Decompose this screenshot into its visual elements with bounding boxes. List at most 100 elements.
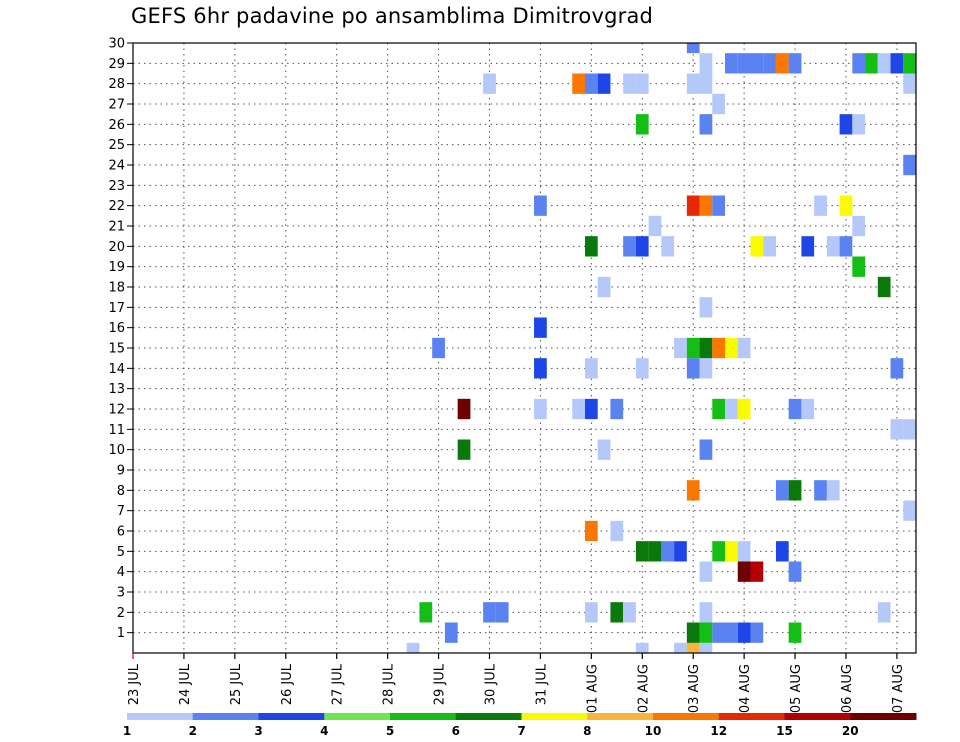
data-cell	[877, 602, 891, 623]
legend-swatch	[390, 713, 457, 720]
data-cell	[635, 358, 649, 379]
data-cell	[623, 73, 636, 94]
data-cell	[750, 561, 764, 582]
data-cell	[801, 236, 815, 257]
data-cell	[419, 602, 433, 623]
legend-label: 12	[710, 724, 727, 738]
legend-swatch	[127, 713, 194, 720]
legend-swatch	[192, 713, 259, 720]
data-cell	[699, 73, 713, 94]
data-cell	[572, 73, 585, 94]
data-cell	[610, 520, 624, 542]
data-cell	[674, 337, 687, 359]
data-cell	[534, 398, 547, 420]
data-cell	[457, 398, 471, 420]
y-tick-label: 24	[108, 159, 125, 174]
data-cell	[686, 195, 700, 216]
legend-swatch	[455, 713, 522, 720]
data-cell	[534, 195, 547, 216]
data-cell	[686, 642, 700, 653]
legend-swatch	[718, 713, 785, 720]
x-tick-label: 23 JUL	[127, 663, 142, 705]
data-cell	[584, 358, 598, 379]
data-cell	[737, 337, 751, 359]
y-tick-label: 5	[117, 545, 125, 560]
data-cell	[686, 43, 700, 54]
data-cell	[725, 541, 738, 562]
data-cell	[750, 236, 764, 257]
y-tick-label: 28	[108, 77, 125, 92]
data-cell	[737, 541, 751, 562]
data-cell	[699, 561, 713, 582]
y-tick-label: 18	[108, 281, 125, 296]
legend-label: 1	[123, 724, 131, 738]
y-tick-label: 13	[108, 382, 125, 397]
legend-label: 10	[645, 724, 662, 738]
x-tick-label: 24 JUL	[178, 663, 193, 705]
x-tick-label: 30 JUL	[483, 663, 498, 705]
data-cell	[775, 53, 789, 74]
data-cell	[839, 195, 853, 216]
data-cell	[801, 398, 815, 420]
x-tick-label: 28 JUL	[382, 663, 397, 705]
y-tick-label: 15	[108, 342, 125, 357]
x-tick-label: 06 AUG	[840, 664, 855, 713]
data-cell	[623, 236, 636, 257]
data-cell	[534, 358, 547, 379]
data-cell	[635, 541, 649, 562]
data-cell	[457, 439, 471, 460]
data-cell	[712, 93, 726, 115]
data-cell	[584, 73, 598, 94]
legend-swatch	[521, 713, 588, 720]
y-tick-label: 1	[117, 626, 125, 641]
chart-title: GEFS 6hr padavine po ansamblima Dimitrov…	[131, 4, 654, 28]
data-cell	[712, 398, 726, 420]
data-cell	[699, 642, 713, 653]
data-cell	[788, 53, 802, 74]
data-cell	[635, 73, 649, 94]
y-tick-label: 21	[108, 220, 125, 235]
data-cell	[406, 642, 420, 653]
data-cell	[788, 398, 802, 420]
data-cell	[890, 419, 904, 440]
data-cell	[725, 622, 738, 643]
x-tick-label: 29 JUL	[433, 663, 448, 705]
data-cell	[674, 642, 687, 653]
data-cell	[877, 276, 891, 298]
data-cell	[814, 195, 827, 216]
data-cell	[635, 642, 649, 653]
data-cell	[495, 602, 509, 623]
data-cell	[775, 541, 789, 562]
y-tick-label: 29	[108, 57, 125, 72]
data-cell	[725, 337, 738, 359]
data-cell	[699, 195, 713, 216]
legend-label: 20	[842, 724, 859, 738]
x-tick-label: 31 JUL	[534, 663, 549, 705]
data-cell	[661, 541, 675, 562]
data-cell	[648, 541, 662, 562]
y-tick-label: 10	[108, 443, 125, 458]
y-tick-label: 3	[117, 586, 125, 601]
data-cell	[686, 337, 700, 359]
data-cell	[584, 236, 598, 257]
data-cell	[737, 622, 751, 643]
legend-swatch	[324, 713, 391, 720]
legend-label: 5	[386, 724, 394, 738]
data-cell	[610, 398, 624, 420]
x-tick-label: 27 JUL	[331, 663, 346, 705]
y-tick-label: 17	[108, 301, 125, 316]
data-cell	[852, 215, 866, 237]
data-cell	[686, 480, 700, 501]
y-tick-label: 2	[117, 606, 125, 621]
data-cell	[712, 541, 726, 562]
data-cell	[737, 398, 751, 420]
y-tick-label: 23	[108, 179, 125, 194]
x-tick-label: 01 AUG	[585, 664, 600, 713]
data-cell	[699, 337, 713, 359]
data-cell	[597, 276, 611, 298]
data-cell	[674, 541, 687, 562]
data-cell	[444, 622, 458, 643]
data-cell	[903, 154, 916, 176]
y-tick-label: 27	[108, 98, 125, 113]
